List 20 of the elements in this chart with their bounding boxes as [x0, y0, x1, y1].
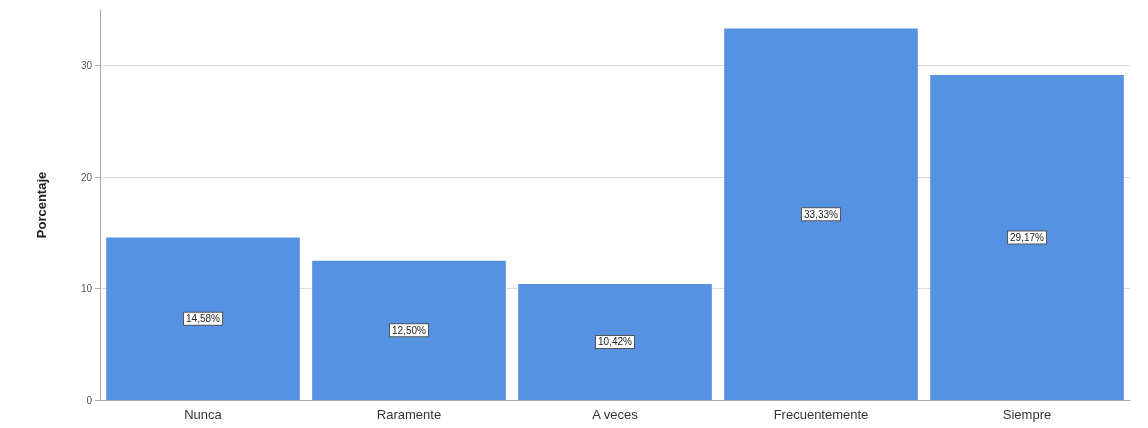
y-tick-label: 0	[86, 394, 93, 406]
data-label: 14,58%	[186, 313, 221, 325]
bar	[930, 74, 1124, 400]
data-label: 12,50%	[392, 324, 427, 336]
y-tick-label: 20	[80, 171, 93, 183]
y-tick-label: 30	[80, 60, 93, 72]
bar	[312, 260, 506, 400]
bar	[724, 28, 918, 400]
bar	[518, 283, 712, 400]
x-tick-label: Frecuentemente	[773, 407, 869, 422]
y-tick-label: 10	[80, 283, 93, 295]
x-tick-label: Siempre	[1002, 407, 1052, 422]
x-tick-label: Nunca	[184, 407, 223, 422]
data-label: 10,42%	[598, 336, 633, 348]
data-label: 29,17%	[1010, 231, 1045, 243]
x-tick-label: Raramente	[376, 407, 442, 422]
y-axis-title: Porcentaje	[34, 171, 49, 239]
bar	[106, 237, 300, 400]
data-label: 33,33%	[804, 208, 839, 220]
x-tick-label: A veces	[592, 407, 639, 422]
